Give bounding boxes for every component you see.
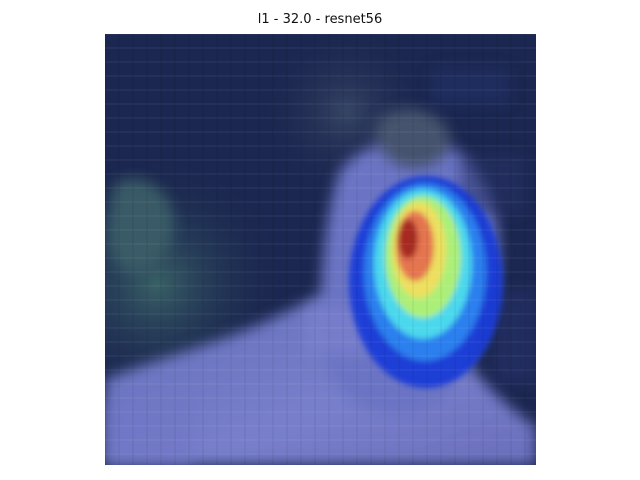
saliency-heatmap-image [105, 34, 536, 465]
figure-title: l1 - 32.0 - resnet56 [257, 12, 383, 27]
saliency-overlay-svg [105, 34, 536, 465]
